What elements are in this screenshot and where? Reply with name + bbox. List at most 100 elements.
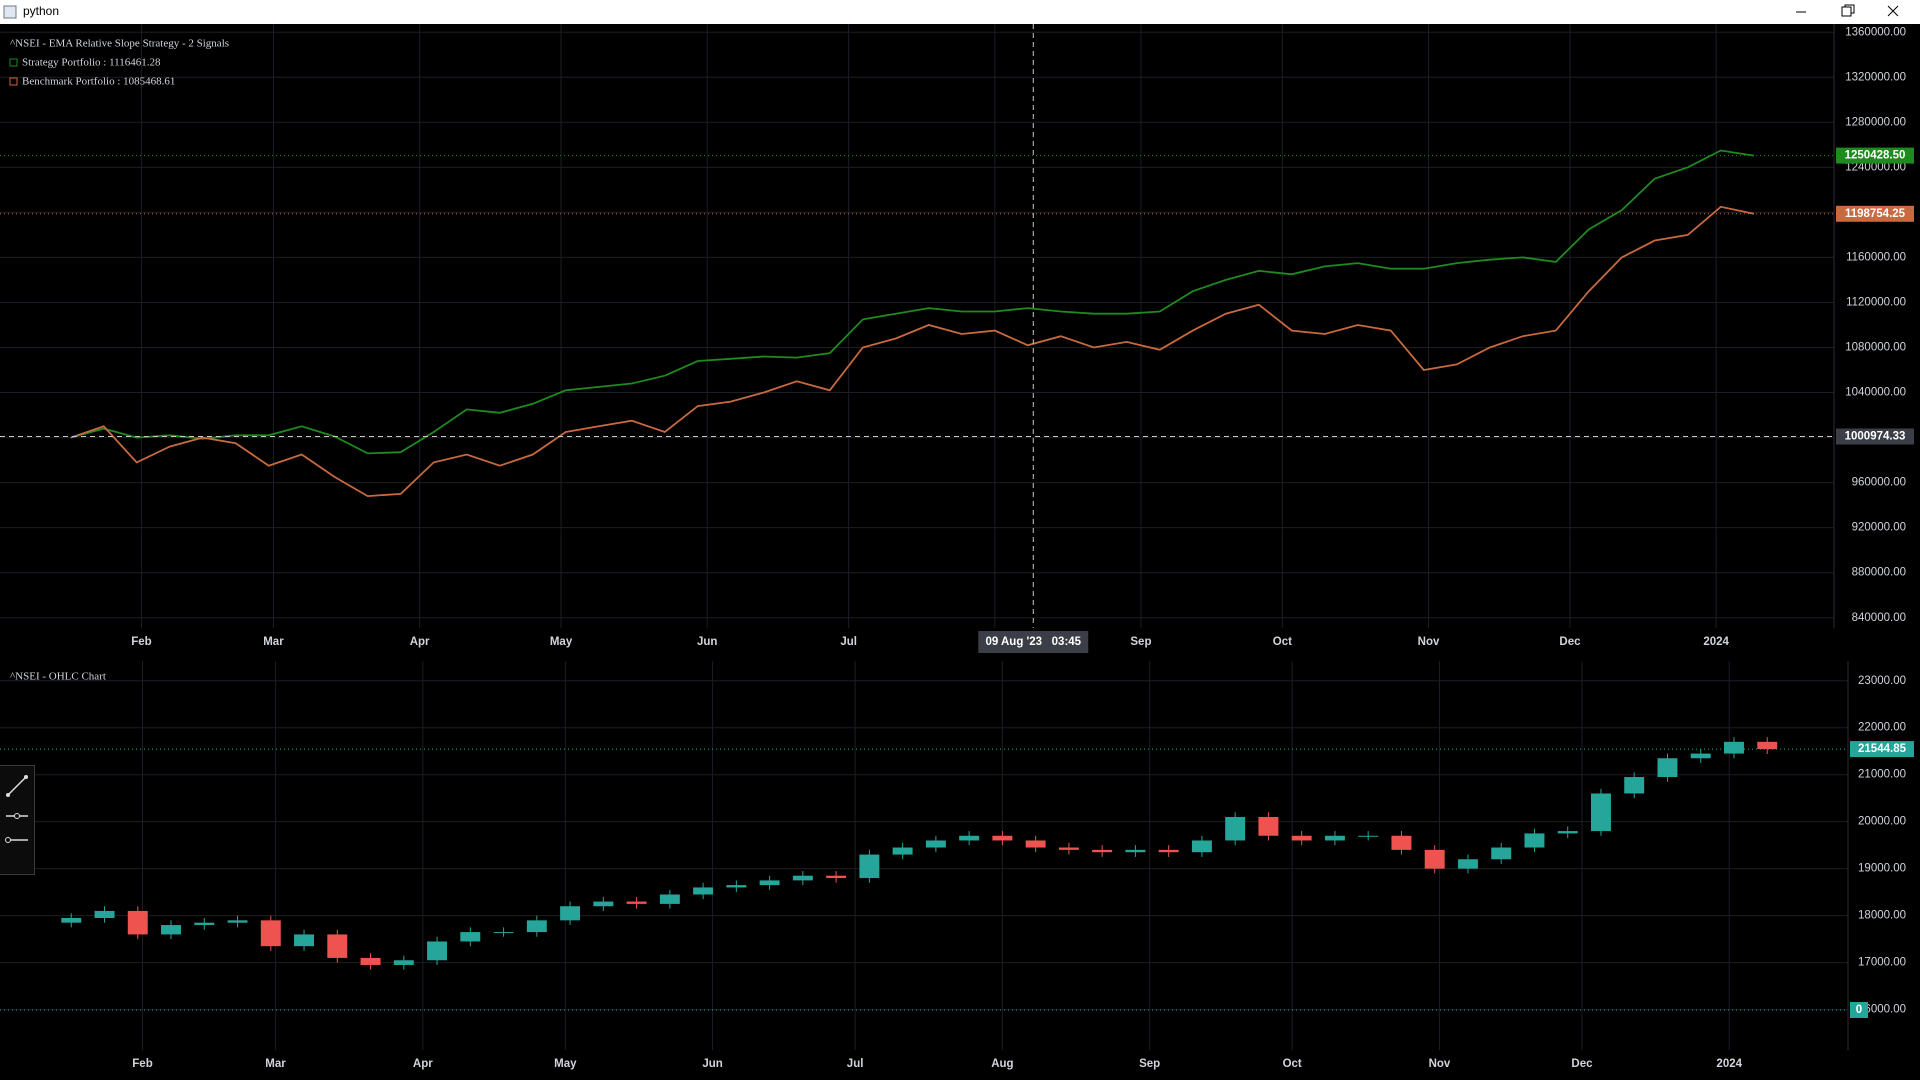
candle-body xyxy=(1225,816,1246,841)
y-tick-label: 1120000.00 xyxy=(1846,296,1906,308)
candle-body xyxy=(1724,741,1744,754)
candle-body xyxy=(127,910,148,935)
y-tick-label: 22000.00 xyxy=(1858,722,1906,734)
value-tag: 1000974.33 xyxy=(1845,431,1906,443)
app-icon xyxy=(3,5,17,19)
y-tick-label: 19000.00 xyxy=(1858,863,1906,875)
candle-body xyxy=(1590,793,1611,832)
candle-body xyxy=(327,934,348,958)
candle-body xyxy=(1524,833,1545,848)
x-tick-label: May xyxy=(554,1058,577,1070)
x-tick-label: 2024 xyxy=(1703,636,1729,648)
candle-body xyxy=(1158,849,1179,853)
candle-body xyxy=(1324,835,1345,841)
close-button[interactable] xyxy=(1887,5,1899,17)
crosshair-x-tag-bg xyxy=(978,631,1089,653)
candle-body xyxy=(1191,840,1212,853)
legend-entry: Benchmark Portfolio : 1085468.61 xyxy=(22,76,175,88)
series-line xyxy=(70,149,1755,455)
y-tick-label: 840000.00 xyxy=(1852,612,1906,624)
x-tick-label: Oct xyxy=(1283,1058,1302,1070)
x-tick-label: Dec xyxy=(1559,636,1581,648)
candle-body xyxy=(659,894,680,904)
drawing-toolbar xyxy=(0,765,35,875)
x-tick-label: Oct xyxy=(1273,636,1292,648)
candle-body xyxy=(992,835,1013,841)
candle-body xyxy=(360,957,381,965)
candle-body xyxy=(1291,835,1312,841)
chart-title: ^NSEI - OHLC Chart xyxy=(10,671,106,683)
y-tick-label: 1280000.00 xyxy=(1845,116,1906,128)
x-tick-label: Mar xyxy=(265,1058,286,1070)
restore-button[interactable] xyxy=(1841,4,1855,17)
candle-body xyxy=(1092,849,1113,853)
candle-body xyxy=(393,960,414,965)
y-tick-label: 1320000.00 xyxy=(1845,71,1906,83)
x-tick-label: Feb xyxy=(132,1058,152,1070)
x-tick-label: Feb xyxy=(131,636,151,648)
x-tick-label: Sep xyxy=(1139,1058,1160,1070)
candle-body xyxy=(227,920,248,923)
value-tag-bg xyxy=(1836,205,1914,222)
candle-body xyxy=(1424,849,1445,869)
y-tick-label: 20000.00 xyxy=(1858,816,1906,828)
candle-body xyxy=(1058,847,1079,850)
x-tick-label: Jul xyxy=(847,1058,864,1070)
value-tag-bg xyxy=(1836,147,1914,164)
x-tick-label: Sep xyxy=(1130,636,1151,648)
candle-body xyxy=(1457,859,1478,869)
candle-body xyxy=(560,906,581,921)
ray-tool[interactable] xyxy=(5,834,29,846)
y-tick-label: 23000.00 xyxy=(1858,675,1906,687)
candle-body xyxy=(427,941,448,961)
candle-body xyxy=(726,885,747,888)
candle-body xyxy=(1657,758,1678,778)
series-line xyxy=(70,205,1755,498)
x-tick-label: Dec xyxy=(1571,1058,1593,1070)
value-tag-bg xyxy=(1850,1002,1868,1018)
chart-title: ^NSEI - EMA Relative Slope Strategy - 2 … xyxy=(10,38,229,50)
value-tag: 1198754.25 xyxy=(1845,208,1906,220)
candle-body xyxy=(859,854,880,879)
candle-body xyxy=(194,922,215,926)
value-tag-bg xyxy=(1836,428,1914,445)
y-tick-label: 1240000.00 xyxy=(1845,161,1906,173)
candle-body xyxy=(626,901,647,904)
y-tick-label: 880000.00 xyxy=(1852,567,1906,579)
candle-body xyxy=(1557,831,1578,834)
legend-swatch xyxy=(9,58,18,67)
candle-body xyxy=(1757,741,1778,750)
candle-body xyxy=(460,932,481,942)
x-tick-label: Aug xyxy=(991,1058,1013,1070)
x-tick-label: Apr xyxy=(413,1058,433,1070)
y-tick-label: 1360000.00 xyxy=(1845,26,1906,38)
horizontal-line-tool[interactable] xyxy=(5,810,29,822)
y-tick-label: 920000.00 xyxy=(1852,522,1906,534)
candle-body xyxy=(1624,777,1645,794)
x-tick-label: Jul xyxy=(840,636,857,648)
candle-body xyxy=(1358,835,1379,837)
x-tick-label: May xyxy=(550,636,573,648)
x-tick-label: Mar xyxy=(263,636,284,648)
candle-body xyxy=(61,917,82,923)
candle-body xyxy=(892,847,913,855)
y-tick-label: 18000.00 xyxy=(1858,910,1906,922)
candle-body xyxy=(493,932,514,934)
y-tick-label: 1160000.00 xyxy=(1846,251,1906,263)
trend-line-tool[interactable] xyxy=(5,774,29,798)
candle-body xyxy=(693,887,714,895)
candle-body xyxy=(593,901,614,907)
candle-body xyxy=(759,880,780,886)
value-tag: 1250428.50 xyxy=(1845,150,1906,162)
x-tick-label: Jun xyxy=(702,1058,722,1070)
x-tick-label: Nov xyxy=(1418,636,1440,648)
candle-body xyxy=(161,925,181,935)
y-tick-label: 21000.00 xyxy=(1858,769,1906,781)
y-tick-label: 17000.00 xyxy=(1858,957,1906,969)
value-tag-bg xyxy=(1850,741,1914,758)
title-bar xyxy=(0,0,1920,24)
candle-body xyxy=(94,910,115,918)
legend-entry: Strategy Portfolio : 1116461.28 xyxy=(22,57,161,69)
y-tick-label: 1080000.00 xyxy=(1845,342,1906,354)
